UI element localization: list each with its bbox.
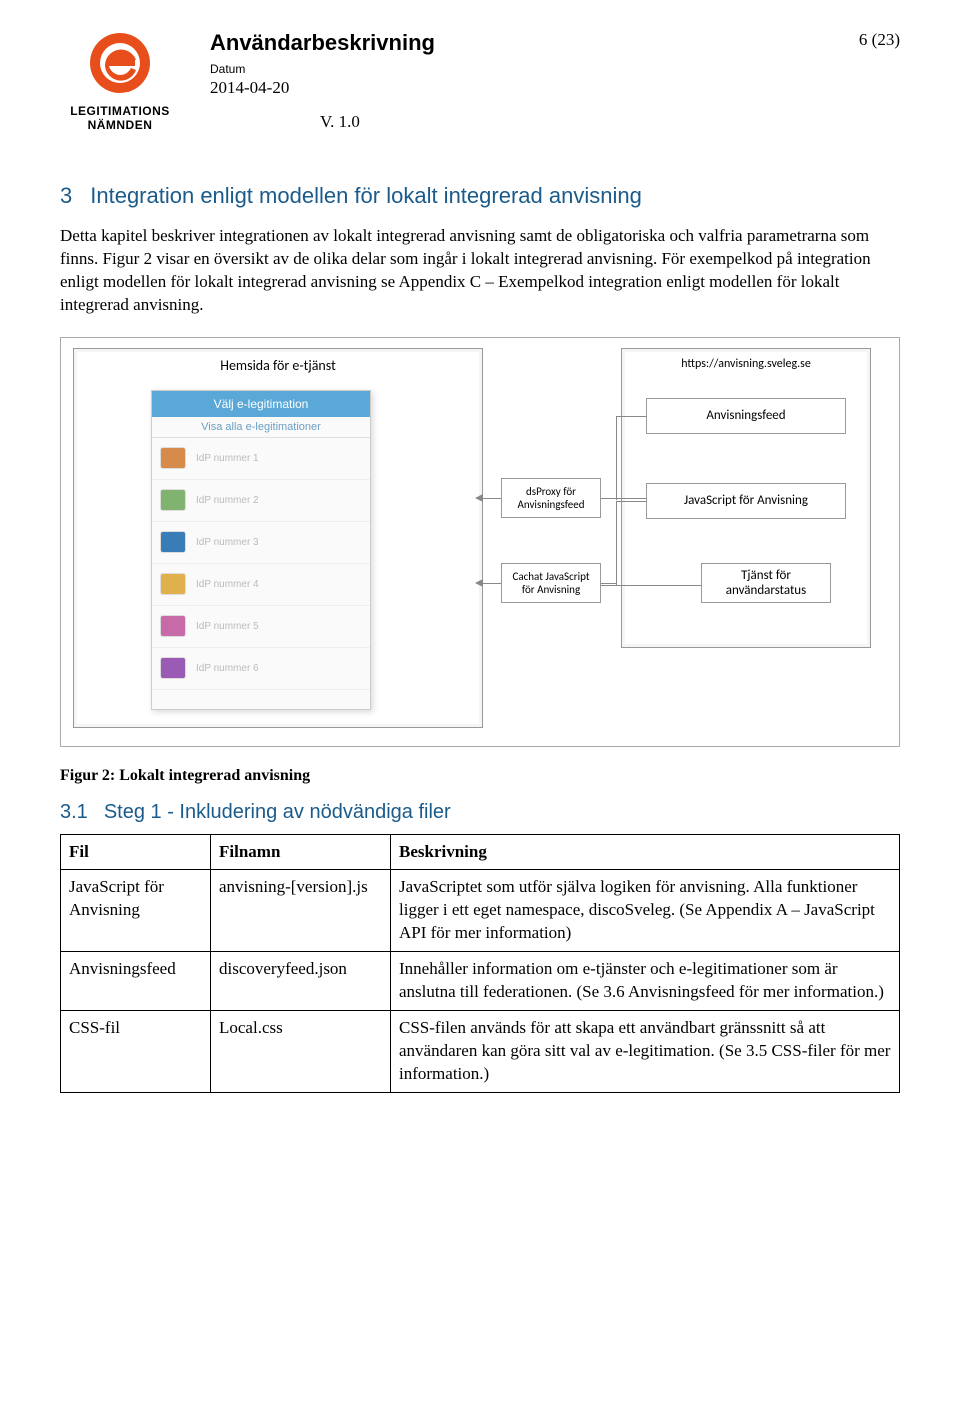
idp-row: IdP nummer 3 <box>152 522 370 564</box>
idp-row-label: IdP nummer 6 <box>196 663 259 674</box>
idp-row: IdP nummer 2 <box>152 480 370 522</box>
subsection-heading: 3.1 Steg 1 - Inkludering av nödvändiga fi… <box>60 801 900 824</box>
connector-line <box>616 501 646 502</box>
cachat-box: Cachat JavaScript för Anvisning <box>501 563 601 603</box>
logo-line2: NÄMNDEN <box>88 118 153 132</box>
arrow-icon <box>475 494 483 502</box>
logo-text: LEGITIMATIONS NÄMNDEN <box>70 104 170 133</box>
idp-icon <box>160 531 186 553</box>
logo-line1: LEGITIMATIONS <box>70 104 170 118</box>
idp-icon <box>160 447 186 469</box>
section-paragraph: Detta kapitel beskriver integrationen av… <box>60 225 900 317</box>
section-heading: 3 Integration enligt modellen för lokalt … <box>60 183 900 209</box>
connector-line <box>616 416 646 417</box>
idp-row-label: IdP nummer 3 <box>196 537 259 548</box>
idp-row-label: IdP nummer 5 <box>196 621 259 632</box>
header-meta: Användarbeskrivning Datum 2014-04-20 V. … <box>210 30 859 132</box>
table-row: Anvisningsfeeddiscoveryfeed.jsonInnehåll… <box>61 952 900 1011</box>
cell-fil: CSS-fil <box>61 1011 211 1093</box>
idp-header: Välj e-legitimation <box>152 391 370 417</box>
cell-beskrivning: JavaScriptet som utför själva logiken fö… <box>391 870 900 952</box>
anvisningsfeed-box: Anvisningsfeed <box>646 398 846 434</box>
datum-label: Datum <box>210 62 859 76</box>
connector-line <box>483 498 501 499</box>
arrow-icon <box>475 579 483 587</box>
page-header: LEGITIMATIONS NÄMNDEN Användarbeskrivnin… <box>60 30 900 133</box>
table-row: JavaScript för Anvisninganvisning-[versi… <box>61 870 900 952</box>
idp-icon <box>160 657 186 679</box>
cell-filnamn: Local.css <box>211 1011 391 1093</box>
idp-icon <box>160 489 186 511</box>
th-beskrivning: Beskrivning <box>391 834 900 870</box>
idp-icon <box>160 615 186 637</box>
idp-icon <box>160 573 186 595</box>
date-value: 2014-04-20 <box>210 78 859 98</box>
url-label: https://anvisning.sveleg.se <box>681 357 811 371</box>
idp-row: IdP nummer 1 <box>152 438 370 480</box>
connector-line <box>601 585 701 586</box>
figure-caption: Figur 2: Lokalt integrerad anvisning <box>60 767 900 785</box>
section-title: Integration enligt modellen för lokalt i… <box>90 183 642 208</box>
cell-filnamn: anvisning-[version].js <box>211 870 391 952</box>
document-title: Användarbeskrivning <box>210 30 859 56</box>
idp-row: IdP nummer 6 <box>152 648 370 690</box>
idp-row-label: IdP nummer 1 <box>196 453 259 464</box>
cell-filnamn: discoveryfeed.json <box>211 952 391 1011</box>
idp-selector-mock: Välj e-legitimation Visa alla e-legitima… <box>151 390 371 710</box>
connector-line <box>616 501 617 585</box>
idp-row: IdP nummer 5 <box>152 606 370 648</box>
e-logo-icon <box>85 30 155 100</box>
cell-beskrivning: Innehåller information om e-tjänster och… <box>391 952 900 1011</box>
connector-line <box>601 498 646 499</box>
page-number: 6 (23) <box>859 30 900 50</box>
connector-line <box>601 583 616 584</box>
table-row: CSS-filLocal.cssCSS-filen används för at… <box>61 1011 900 1093</box>
logo-block: LEGITIMATIONS NÄMNDEN <box>60 30 180 133</box>
figure-2-diagram: Hemsida för e-tjänst Välj e-legitimation… <box>60 337 900 747</box>
idp-subheader: Visa alla e-legitimationer <box>152 417 370 438</box>
th-fil: Fil <box>61 834 211 870</box>
connector-line <box>616 416 617 500</box>
cell-beskrivning: CSS-filen används för att skapa ett anvä… <box>391 1011 900 1093</box>
subsection-title: Steg 1 - Inkludering av nödvändiga filer <box>104 801 451 823</box>
idp-row-label: IdP nummer 2 <box>196 495 259 506</box>
cell-fil: Anvisningsfeed <box>61 952 211 1011</box>
dsproxy-box: dsProxy för Anvisningsfeed <box>501 478 601 518</box>
files-table: Fil Filnamn Beskrivning JavaScript för A… <box>60 834 900 1093</box>
subsection-number: 3.1 <box>60 801 88 823</box>
th-filnamn: Filnamn <box>211 834 391 870</box>
idp-row-label: IdP nummer 4 <box>196 579 259 590</box>
connector-line <box>483 583 501 584</box>
tjanst-box: Tjänst för användarstatus <box>701 563 831 603</box>
hemsida-title: Hemsida för e-tjänst <box>220 357 336 374</box>
cell-fil: JavaScript för Anvisning <box>61 870 211 952</box>
section-number: 3 <box>60 183 72 208</box>
version-label: V. 1.0 <box>320 112 859 132</box>
idp-row: IdP nummer 4 <box>152 564 370 606</box>
table-header-row: Fil Filnamn Beskrivning <box>61 834 900 870</box>
js-anvisning-box: JavaScript för Anvisning <box>646 483 846 519</box>
